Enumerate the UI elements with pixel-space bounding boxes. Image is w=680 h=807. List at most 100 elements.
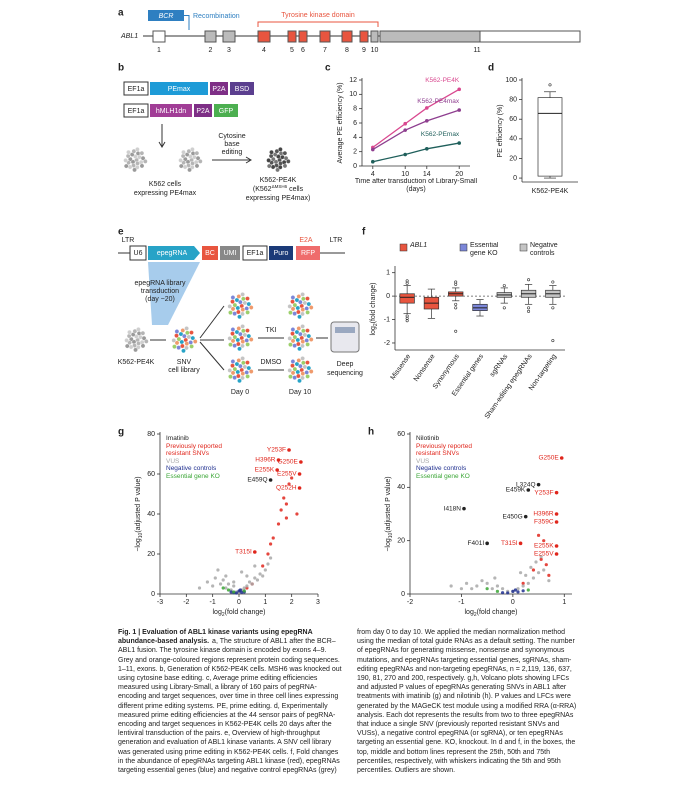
point <box>211 584 215 588</box>
cell <box>305 310 310 315</box>
legend-box: Essential gene KO <box>470 242 498 257</box>
figure-caption: Fig. 1 | Evaluation of ABL1 kinase varia… <box>118 628 582 804</box>
vector-label: RFP <box>301 250 315 257</box>
y-tick-label: 80 <box>509 96 517 103</box>
cell <box>230 338 236 344</box>
construct-1: EF1a PEmax P2A BSD <box>123 81 254 96</box>
point <box>449 584 453 588</box>
gene-box <box>214 104 238 117</box>
cell <box>228 374 233 379</box>
annotated-point <box>253 550 257 554</box>
cell <box>228 310 233 315</box>
y-tick-label: 0 <box>353 163 357 170</box>
point <box>485 581 489 585</box>
cell <box>125 153 131 159</box>
x-tick-label: -1 <box>210 599 216 606</box>
cell <box>300 343 305 349</box>
cell <box>232 366 238 372</box>
outlier <box>502 284 506 288</box>
point <box>242 589 246 593</box>
legend-label: VUS <box>166 457 180 465</box>
annotated-point <box>554 552 559 556</box>
point <box>287 482 291 486</box>
cell <box>234 297 240 303</box>
outlier <box>405 281 409 285</box>
cell <box>297 314 302 320</box>
point <box>480 579 484 583</box>
annotated-point <box>536 482 541 487</box>
cell <box>230 306 236 312</box>
cell <box>133 347 138 353</box>
cell <box>304 370 309 375</box>
cell <box>135 165 140 170</box>
cell <box>300 292 305 297</box>
cell <box>236 373 241 379</box>
point <box>371 147 375 152</box>
cell <box>136 331 142 336</box>
cell <box>230 327 236 332</box>
cell <box>241 296 246 302</box>
point <box>258 572 262 576</box>
step-label: base <box>224 141 239 148</box>
cell <box>227 336 233 341</box>
legend-swatch <box>399 243 408 252</box>
point <box>282 496 286 500</box>
point <box>513 588 518 592</box>
series-label: K562-PE4K <box>425 77 460 84</box>
arrow <box>212 156 252 164</box>
cell <box>290 295 296 300</box>
cell <box>240 371 246 376</box>
cell <box>176 336 182 342</box>
label-part: (adjusted P value) <box>135 476 142 532</box>
point <box>221 578 225 582</box>
legend-label: Negative controls <box>166 465 217 472</box>
exon <box>152 30 166 43</box>
y-tick-label: 20 <box>147 551 155 558</box>
sequencer <box>330 321 360 353</box>
label-part: (K562 <box>253 186 272 193</box>
annotated-point <box>554 544 559 548</box>
cell <box>186 148 192 154</box>
cell <box>297 378 302 384</box>
cell <box>190 151 196 156</box>
cell <box>189 344 194 349</box>
gene-label: PEmax <box>168 86 191 93</box>
cell <box>238 299 243 305</box>
outlier <box>527 309 531 313</box>
cell <box>238 331 243 337</box>
vector-label: E2A <box>299 237 313 244</box>
cell <box>127 329 132 335</box>
cells-label: K562 cells <box>149 181 182 188</box>
cell <box>193 339 198 344</box>
vector-box <box>220 246 240 260</box>
annotated-point <box>554 520 559 524</box>
promoter-label: EF1a <box>128 108 145 115</box>
cell <box>300 371 306 376</box>
cell <box>300 311 305 317</box>
label-part: 2 <box>373 323 379 326</box>
exon-number: 2 <box>209 47 213 54</box>
y-tick-label: 12 <box>349 77 357 84</box>
point <box>521 581 525 585</box>
cell <box>269 149 274 155</box>
bcr-label: BCR <box>159 13 174 20</box>
cell <box>302 364 308 370</box>
cell <box>139 163 145 169</box>
vector-box <box>202 246 218 260</box>
cell <box>240 339 246 344</box>
cell <box>290 359 296 364</box>
y-axis-label: PE efficiency (%) <box>497 104 504 157</box>
legend-box: ABL1 <box>410 242 427 249</box>
point <box>495 584 500 588</box>
cell <box>178 158 183 163</box>
point <box>247 580 252 584</box>
cell <box>305 296 310 301</box>
cell <box>283 155 289 161</box>
point <box>234 591 238 595</box>
cell <box>300 339 306 344</box>
x-tick-label: Nonsense <box>413 353 437 383</box>
point <box>205 580 209 584</box>
cell <box>306 365 312 371</box>
cell <box>240 307 246 312</box>
